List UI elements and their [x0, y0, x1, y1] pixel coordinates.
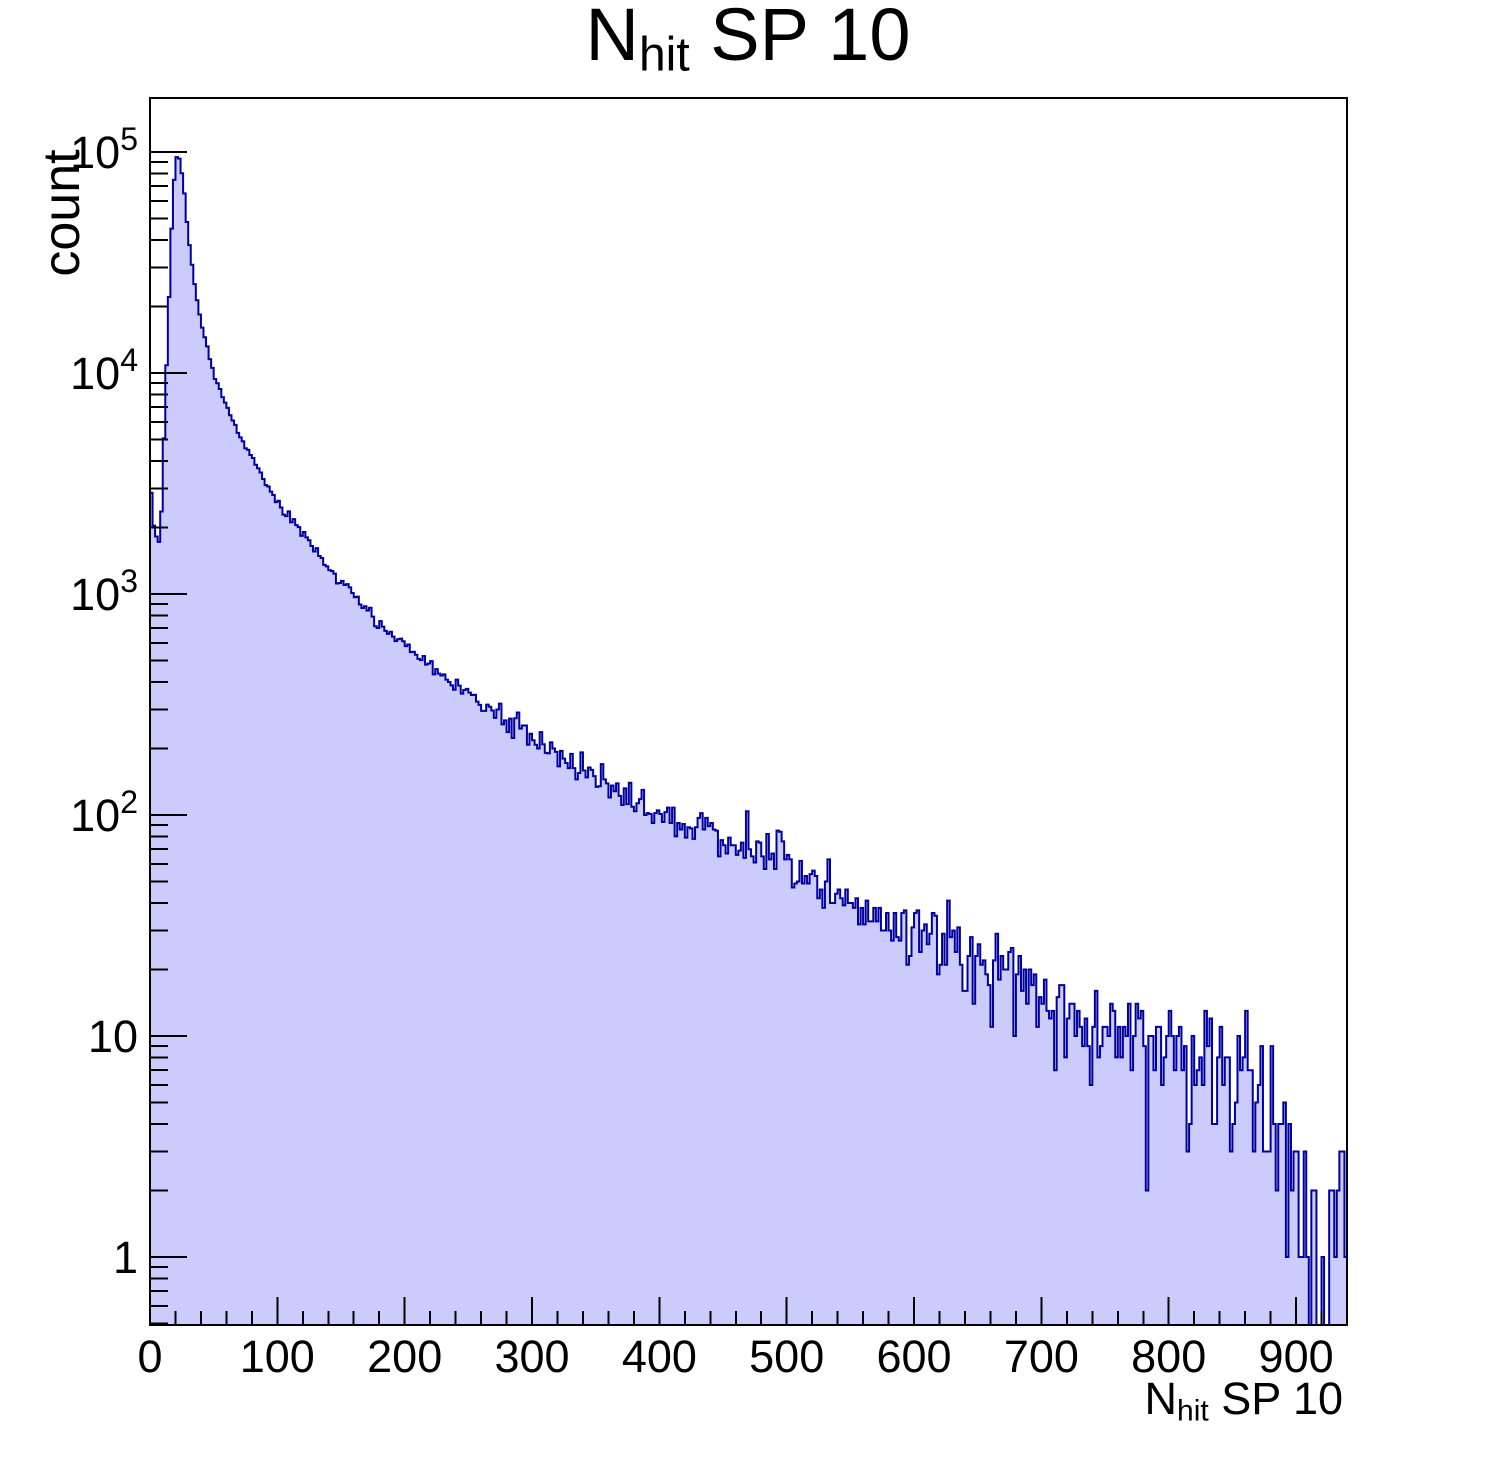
chart-title: Nhit SP 10	[0, 0, 1496, 79]
x-axis-title: Nhit SP 10	[1144, 1373, 1343, 1427]
x-tick-labels: 0 100 200 300 400 500 600 700 800 900	[137, 1331, 1333, 1382]
axis-ticks	[150, 151, 1323, 1325]
chart-title-main: N	[585, 0, 639, 76]
x-axis-title-main: N	[1144, 1373, 1178, 1424]
x-tick-label: 600	[876, 1331, 951, 1382]
x-tick-label: 500	[749, 1331, 824, 1382]
x-axis-title-rest: SP 10	[1208, 1373, 1343, 1424]
x-tick-label: 200	[367, 1331, 442, 1382]
x-tick-label: 0	[137, 1331, 162, 1382]
x-tick-label: 800	[1131, 1331, 1206, 1382]
x-tick-label: 300	[494, 1331, 569, 1382]
histogram-fill	[150, 157, 1347, 1325]
x-tick-label: 900	[1259, 1331, 1334, 1382]
chart-title-rest: SP 10	[689, 0, 911, 76]
x-axis-title-subscript: hit	[1177, 1394, 1209, 1428]
x-tick-label: 700	[1004, 1331, 1079, 1382]
chart-title-subscript: hit	[638, 28, 690, 82]
x-tick-label: 100	[240, 1331, 315, 1382]
y-tick-labels: 1 10 102 103 104 105	[70, 121, 138, 1283]
y-tick-label: 1	[113, 1232, 138, 1283]
plot-frame	[149, 97, 1348, 1326]
histogram-area	[150, 157, 1347, 1325]
histogram-outline	[149, 156, 1348, 1326]
frame-border	[149, 97, 1348, 1326]
y-tick-label: 105	[70, 121, 138, 178]
y-tick-label: 102	[70, 784, 138, 841]
histogram-line	[149, 156, 1348, 1326]
y-axis-title: count	[33, 149, 91, 277]
y-tick-label: 10	[88, 1011, 138, 1062]
y-tick-label: 104	[70, 342, 138, 399]
x-tick-label: 400	[622, 1331, 697, 1382]
y-tick-label: 103	[70, 563, 138, 620]
